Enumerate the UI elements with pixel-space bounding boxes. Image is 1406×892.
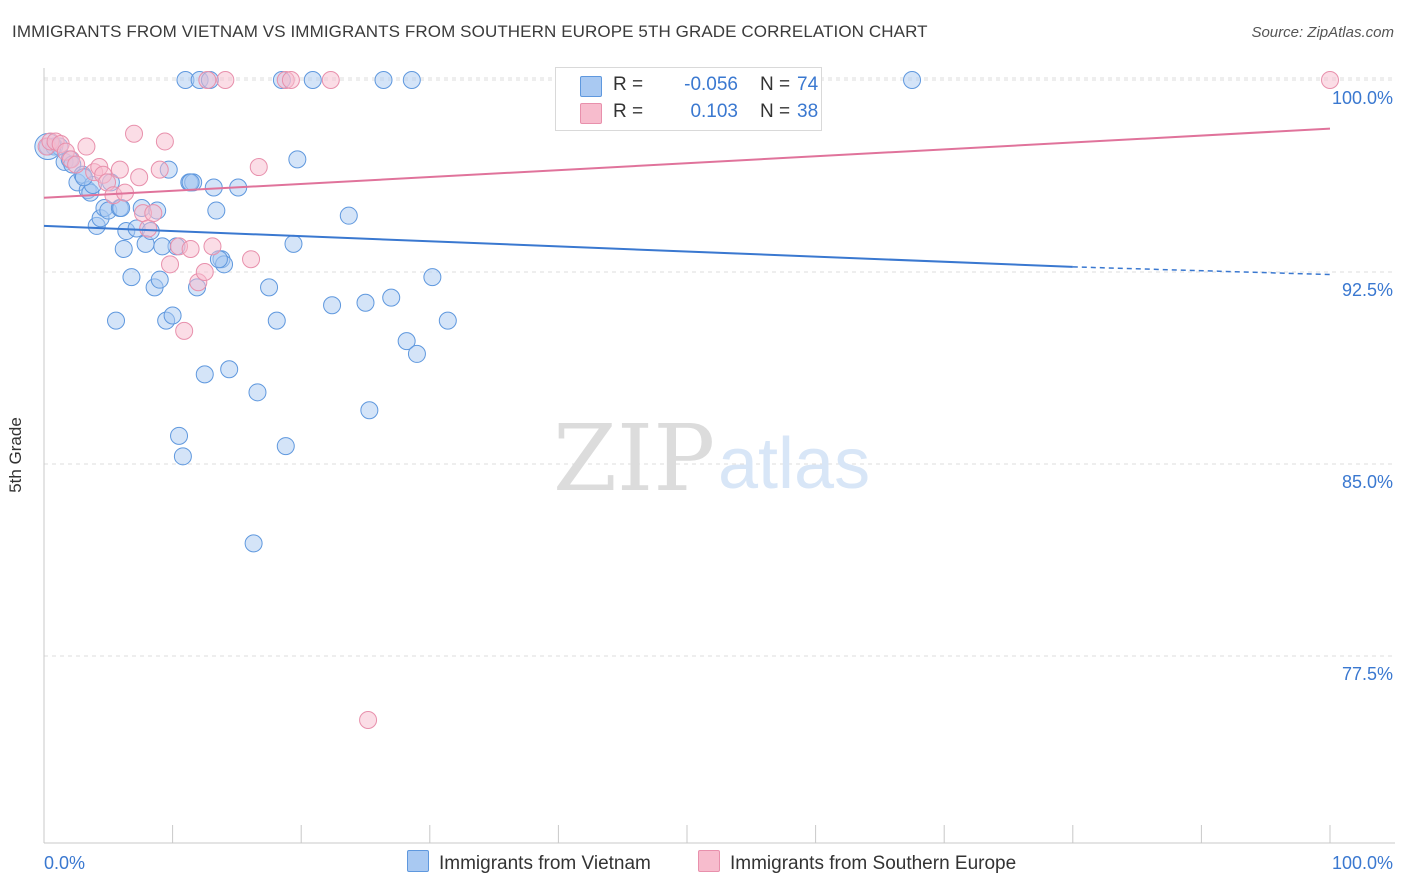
europe-point — [198, 71, 217, 89]
vietnam-point — [163, 306, 182, 325]
europe-point — [359, 711, 378, 729]
vietnam-point — [303, 71, 322, 89]
europe-point — [242, 250, 261, 269]
source-credit: Source: ZipAtlas.com — [1251, 24, 1394, 41]
vietnam-swatch — [580, 76, 602, 97]
europe-point — [175, 321, 194, 340]
watermark-atlas: atlas — [718, 424, 870, 504]
vietnam-point — [122, 268, 141, 287]
y-tick-label: 92.5% — [1342, 280, 1393, 300]
vietnam-point — [339, 206, 358, 225]
europe-point — [125, 124, 144, 143]
europe-point — [139, 219, 158, 238]
vietnam-n-value: 74 — [797, 74, 819, 95]
europe-n-label: N = — [760, 101, 791, 122]
vietnam-point — [260, 278, 279, 297]
trend-lines — [43, 127, 1331, 276]
watermark: ZIP atlas — [553, 405, 870, 512]
vietnam-point — [374, 71, 393, 89]
stats-legend: R = -0.056 N = 74 R = 0.103 N = 38 — [555, 67, 822, 131]
europe-r-label: R = — [613, 101, 644, 122]
europe-point — [321, 71, 340, 89]
vietnam-point — [267, 311, 286, 330]
europe-point — [130, 168, 149, 187]
europe-trend-line — [43, 127, 1331, 199]
vietnam-point — [170, 426, 189, 445]
vietnam-point — [107, 311, 126, 330]
x-tick-label-start: 0.0% — [44, 853, 85, 873]
vietnam-point — [195, 365, 214, 384]
chart-title: IMMIGRANTS FROM VIETNAM VS IMMIGRANTS FR… — [12, 22, 928, 41]
grid-lines — [44, 77, 1395, 657]
europe-point — [195, 263, 214, 281]
vietnam-point — [423, 268, 442, 287]
vietnam-r-label: R = — [613, 74, 644, 95]
vietnam-point — [207, 201, 226, 220]
bottom-vietnam-label: Immigrants from Vietnam — [439, 853, 651, 874]
vietnam-point — [153, 237, 172, 256]
vietnam-point — [397, 332, 416, 351]
europe-r-value: 0.103 — [690, 101, 738, 122]
x-tick-label-end: 100.0% — [1332, 853, 1393, 873]
europe-point — [144, 204, 163, 223]
vietnam-point — [220, 360, 239, 379]
vietnam-point — [323, 296, 342, 315]
vietnam-point — [360, 401, 379, 420]
europe-point — [181, 239, 200, 258]
europe-point — [216, 71, 235, 89]
europe-point — [67, 155, 86, 174]
vietnam-trend-line — [43, 224, 1073, 268]
vietnam-point — [150, 270, 169, 289]
vietnam-point — [407, 344, 426, 363]
europe-swatch — [580, 103, 602, 124]
bottom-legend-europe: Immigrants from Southern Europe — [698, 850, 1016, 875]
vietnam-r-value: -0.056 — [684, 74, 738, 95]
vietnam-point — [248, 383, 267, 402]
vietnam-point — [356, 293, 375, 312]
tick-labels: 100.0% 92.5% 85.0% 77.5% 0.0% 100.0% — [44, 88, 1393, 873]
europe-point — [161, 255, 180, 274]
vietnam-point — [438, 311, 457, 330]
europe-point — [110, 160, 129, 179]
europe-n-value: 38 — [797, 101, 819, 122]
vietnam-point — [288, 150, 307, 169]
y-tick-label: 77.5% — [1342, 664, 1393, 684]
vietnam-point — [181, 173, 200, 192]
y-tick-label: 100.0% — [1332, 88, 1393, 108]
vietnam-trend-extension — [1072, 266, 1331, 276]
vietnam-point — [903, 71, 922, 89]
vietnam-point — [382, 288, 401, 307]
vietnam-point — [284, 234, 303, 253]
vietnam-point — [114, 239, 133, 258]
vietnam-point — [173, 447, 192, 466]
watermark-zip: ZIP — [553, 405, 715, 512]
vietnam-point — [244, 534, 263, 553]
bottom-europe-label: Immigrants from Southern Europe — [730, 853, 1017, 874]
vietnam-point — [276, 437, 295, 456]
y-tick-label: 85.0% — [1342, 472, 1393, 492]
europe-point — [155, 132, 174, 151]
europe-point — [249, 158, 268, 177]
europe-point — [77, 137, 96, 156]
vietnam-n-label: N = — [760, 74, 791, 95]
europe-point — [150, 160, 169, 179]
europe-points — [37, 71, 1339, 729]
europe-point — [203, 237, 222, 256]
bottom-legend-vietnam: Immigrants from Vietnam — [407, 850, 651, 875]
europe-point — [281, 71, 300, 89]
vietnam-point — [402, 71, 421, 89]
europe-point — [1321, 71, 1339, 89]
bottom-vietnam-swatch — [407, 850, 429, 872]
bottom-europe-swatch — [698, 850, 720, 872]
